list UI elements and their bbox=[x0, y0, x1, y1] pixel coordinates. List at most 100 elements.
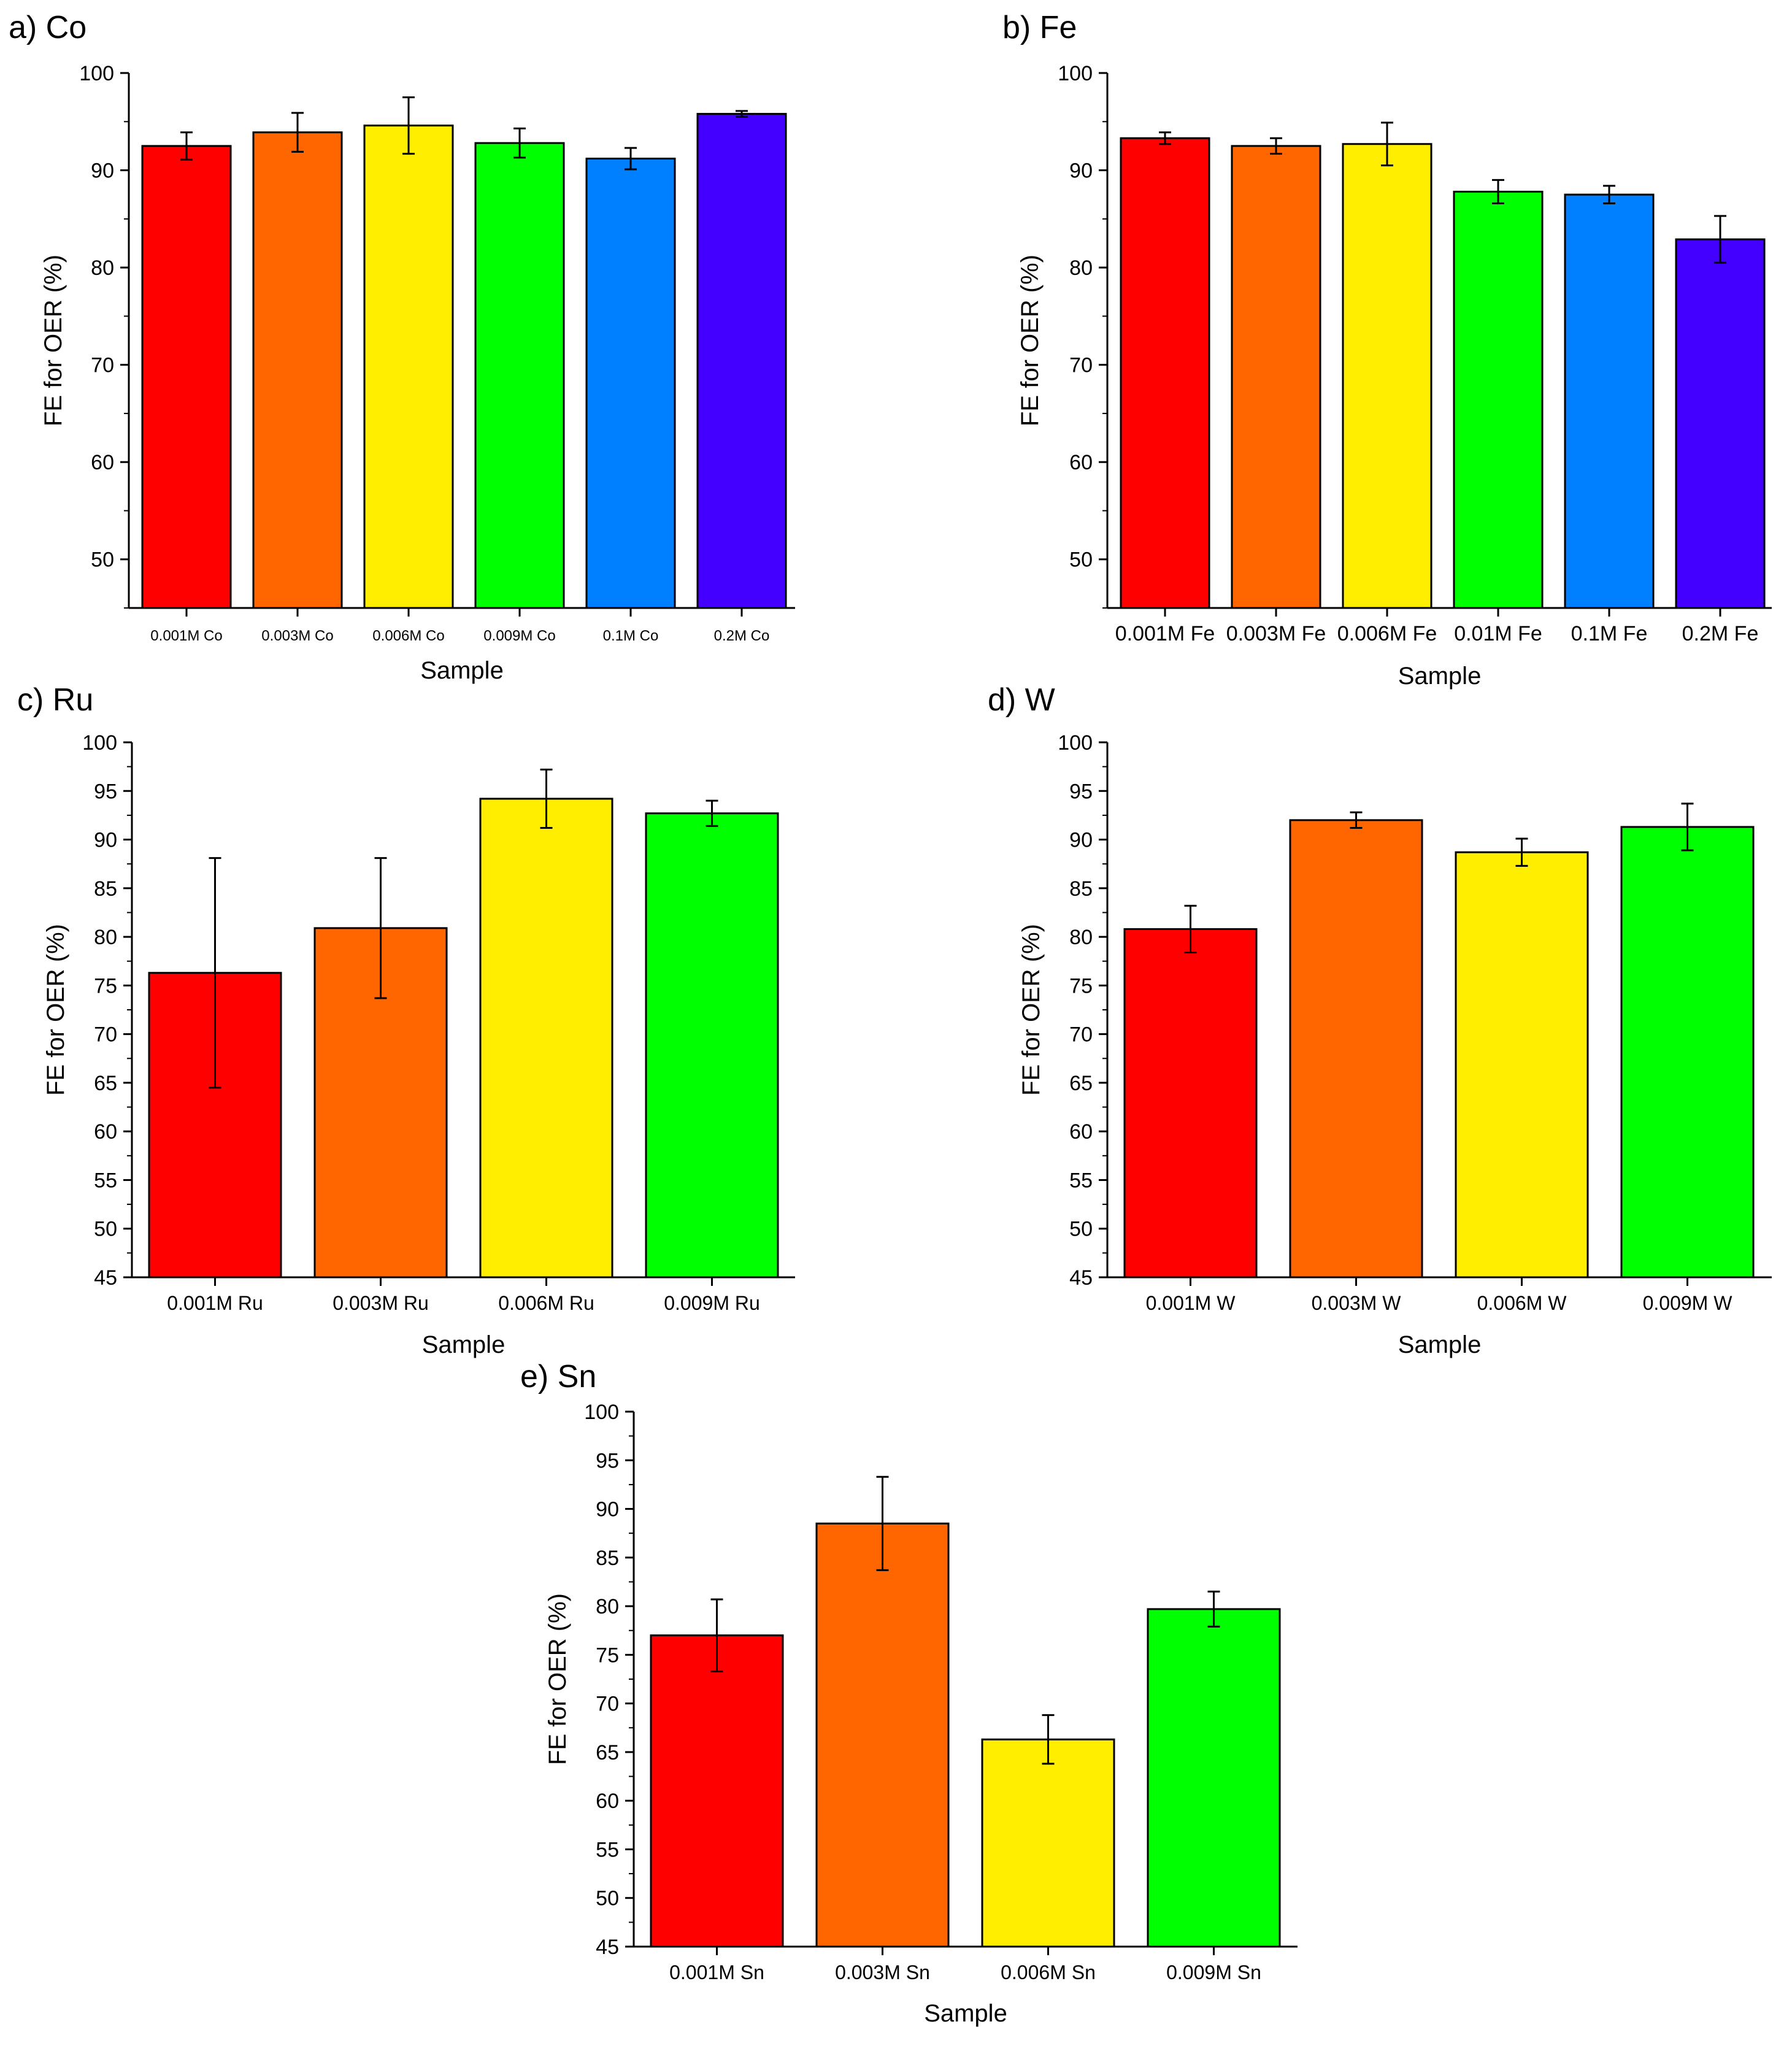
y-tick-label-60: 60 bbox=[1069, 451, 1093, 474]
error-bar-b-2 bbox=[1270, 137, 1282, 155]
y-tick-label-95: 95 bbox=[94, 780, 117, 803]
bar-b-1 bbox=[1120, 137, 1210, 609]
error-bar-b-4 bbox=[1492, 179, 1504, 204]
y-tick-label-90: 90 bbox=[91, 160, 114, 183]
x-tick-label-4: 0.009M Co bbox=[483, 628, 555, 644]
y-tick-label-45: 45 bbox=[1069, 1266, 1093, 1290]
y-tick-label-100: 100 bbox=[79, 62, 114, 85]
y-tick-label-45: 45 bbox=[94, 1266, 117, 1290]
y-tick-label-70: 70 bbox=[1069, 354, 1093, 377]
error-bar-a-1 bbox=[180, 131, 193, 161]
y-axis-title: FE for OER (%) bbox=[42, 924, 69, 1096]
chart-title: d) W bbox=[988, 682, 1055, 718]
error-bar-b-3 bbox=[1381, 121, 1393, 167]
y-tick-label-60: 60 bbox=[91, 451, 114, 474]
chart-panel-c: c) Ru 0.001M Ru 0.003M Ru 0.006M Ru 0.009M R… bbox=[17, 682, 795, 1358]
x-tick-label-6: 0.2M Fe bbox=[1682, 622, 1759, 645]
bar-a-6 bbox=[696, 113, 787, 609]
x-tick-label-3: 0.006M Fe bbox=[1337, 622, 1437, 645]
error-bar-a-6 bbox=[736, 110, 748, 118]
y-tick-label-70: 70 bbox=[596, 1693, 619, 1716]
y-axis-title: FE for OER (%) bbox=[1017, 255, 1044, 426]
y-tick-label-80: 80 bbox=[1069, 256, 1093, 280]
y-tick-label-70: 70 bbox=[91, 354, 114, 377]
error-bar-d-2 bbox=[1350, 811, 1363, 829]
y-axis-title: FE for OER (%) bbox=[1018, 924, 1045, 1096]
x-tick-label-2: 0.003M Sn bbox=[835, 1961, 930, 1983]
error-bar-c-1 bbox=[209, 857, 221, 1089]
error-bar-c-2 bbox=[374, 857, 387, 999]
x-tick-label-5: 0.1M Fe bbox=[1571, 622, 1648, 645]
x-tick-label-1: 0.001M Fe bbox=[1115, 622, 1215, 645]
y-tick-label-75: 75 bbox=[596, 1644, 619, 1667]
y-tick-label-100: 100 bbox=[1058, 62, 1093, 85]
x-tick-label-3: 0.006M W bbox=[1477, 1292, 1567, 1314]
bar-c-4 bbox=[645, 812, 779, 1279]
y-tick-label-65: 65 bbox=[94, 1072, 117, 1095]
error-bar-e-2 bbox=[876, 1475, 889, 1571]
x-axis-title: Sample bbox=[422, 1331, 506, 1358]
error-bar-d-4 bbox=[1681, 802, 1694, 852]
chart-title: b) Fe bbox=[1002, 10, 1077, 45]
y-tick-label-65: 65 bbox=[596, 1741, 619, 1764]
bar-d-2 bbox=[1289, 819, 1423, 1279]
error-bar-b-6 bbox=[1714, 215, 1726, 264]
error-bar-e-4 bbox=[1207, 1590, 1220, 1628]
y-axis-title: FE for OER (%) bbox=[544, 1593, 571, 1765]
y-tick-label-60: 60 bbox=[1069, 1120, 1093, 1144]
x-tick-label-1: 0.001M Sn bbox=[669, 1961, 764, 1983]
y-tick-label-60: 60 bbox=[596, 1790, 619, 1813]
x-tick-label-2: 0.003M Fe bbox=[1226, 622, 1326, 645]
error-bar-d-1 bbox=[1184, 904, 1197, 953]
y-tick-label-80: 80 bbox=[94, 926, 117, 949]
y-tick-label-65: 65 bbox=[1069, 1072, 1093, 1095]
y-tick-label-95: 95 bbox=[1069, 780, 1093, 803]
x-tick-label-1: 0.001M Co bbox=[150, 628, 222, 644]
y-tick-label-45: 45 bbox=[596, 1936, 619, 1959]
y-tick-label-55: 55 bbox=[94, 1169, 117, 1192]
y-tick-label-85: 85 bbox=[596, 1547, 619, 1570]
y-tick-label-100: 100 bbox=[82, 731, 117, 755]
y-tick-label-85: 85 bbox=[1069, 877, 1093, 901]
chart-title: c) Ru bbox=[17, 682, 93, 718]
y-tick-label-55: 55 bbox=[596, 1838, 619, 1861]
error-bar-a-2 bbox=[291, 112, 304, 153]
error-bar-e-1 bbox=[710, 1598, 723, 1672]
bar-a-3 bbox=[363, 125, 454, 609]
x-tick-label-2: 0.003M W bbox=[1312, 1292, 1402, 1314]
y-tick-label-50: 50 bbox=[94, 1218, 117, 1241]
error-bar-c-4 bbox=[706, 799, 718, 827]
y-tick-label-60: 60 bbox=[94, 1120, 117, 1144]
x-tick-label-4: 0.009M Sn bbox=[1166, 1961, 1261, 1983]
y-tick-label-55: 55 bbox=[1069, 1169, 1093, 1192]
error-bar-d-3 bbox=[1515, 837, 1528, 867]
bar-e-2 bbox=[815, 1522, 950, 1948]
bar-a-4 bbox=[474, 142, 565, 609]
y-tick-label-90: 90 bbox=[1069, 829, 1093, 852]
x-axis-title: Sample bbox=[420, 657, 504, 684]
bar-b-5 bbox=[1564, 193, 1655, 609]
y-tick-label-80: 80 bbox=[596, 1595, 619, 1618]
bar-a-2 bbox=[252, 131, 343, 609]
y-tick-label-100: 100 bbox=[584, 1401, 619, 1424]
error-bar-e-3 bbox=[1042, 1714, 1055, 1765]
x-tick-label-3: 0.006M Co bbox=[372, 628, 444, 644]
x-axis-title: Sample bbox=[1398, 663, 1482, 690]
y-tick-label-90: 90 bbox=[94, 829, 117, 852]
chart-panel-e: e) Sn 0.001M Sn 0.003M Sn 0.006M Sn 0.009M S… bbox=[520, 1359, 1298, 2027]
y-tick-label-70: 70 bbox=[94, 1023, 117, 1047]
bar-b-4 bbox=[1453, 190, 1544, 609]
bar-a-5 bbox=[585, 158, 676, 609]
bar-b-3 bbox=[1342, 143, 1432, 609]
x-tick-label-2: 0.003M Ru bbox=[333, 1292, 429, 1314]
bar-e-3 bbox=[981, 1738, 1115, 1948]
x-tick-label-3: 0.006M Ru bbox=[498, 1292, 594, 1314]
x-tick-label-2: 0.003M Co bbox=[261, 628, 333, 644]
chart-panel-a: a) Co 0.001M Co 0.003M Co 0.006M Co 0.009M C… bbox=[9, 10, 795, 684]
y-tick-label-95: 95 bbox=[596, 1449, 619, 1472]
x-tick-label-6: 0.2M Co bbox=[714, 628, 770, 644]
x-tick-label-1: 0.001M Ru bbox=[167, 1292, 263, 1314]
error-bar-b-5 bbox=[1603, 185, 1615, 204]
error-bar-a-5 bbox=[625, 147, 637, 171]
